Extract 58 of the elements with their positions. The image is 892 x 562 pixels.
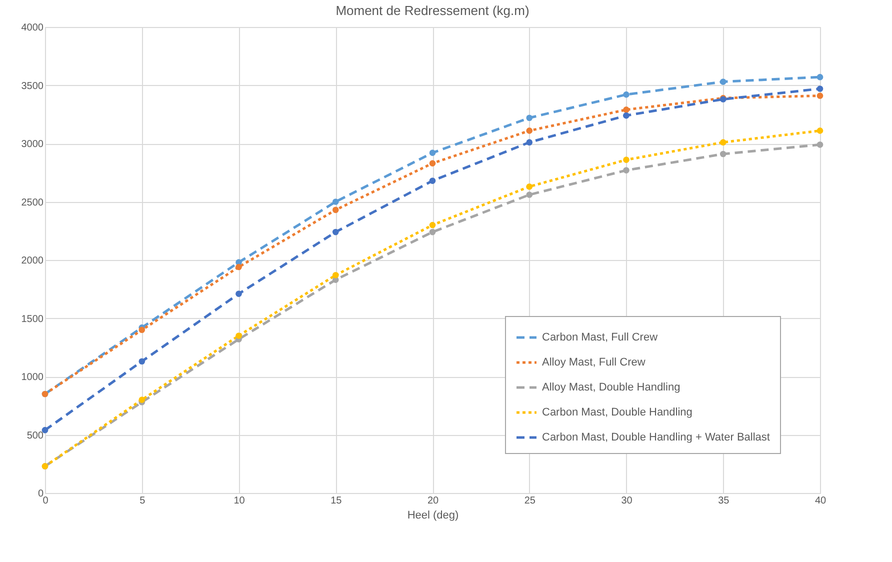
y-tick-label: 3500: [21, 80, 44, 92]
point: [138, 358, 146, 365]
y-tick-label: 500: [26, 430, 44, 442]
point: [816, 128, 824, 134]
point: [138, 396, 146, 403]
point: [526, 192, 533, 198]
point: [720, 78, 726, 85]
point: [236, 290, 242, 297]
point: [429, 160, 436, 166]
point: [332, 198, 339, 205]
point: [429, 178, 436, 184]
legend-label: Carbon Mast, Double Handling: [542, 406, 692, 418]
x-axis-title: Heel (deg): [407, 510, 459, 522]
legend-label: Alloy Mast, Double Handling: [542, 382, 680, 394]
legend-label: Carbon Mast, Full Crew: [542, 332, 658, 344]
point: [332, 228, 339, 236]
point: [816, 86, 824, 92]
y-tick-label: 0: [38, 488, 44, 500]
point: [816, 92, 824, 99]
y-tick-label: 4000: [21, 22, 44, 34]
x-tick-label: 40: [814, 496, 826, 506]
point: [236, 264, 242, 270]
y-tick-label: 3000: [21, 139, 44, 150]
point: [42, 426, 48, 434]
point: [720, 150, 726, 158]
y-tick-label: 2500: [21, 197, 44, 208]
point: [526, 139, 533, 146]
point: [138, 326, 146, 334]
point: [526, 114, 533, 122]
point: [816, 74, 824, 80]
point: [526, 183, 533, 190]
point: [623, 106, 630, 113]
point: [429, 222, 436, 228]
chart-title: Moment de Redressement (kg.m): [336, 3, 530, 18]
point: [429, 228, 436, 236]
y-tick-label: 2000: [21, 256, 44, 266]
point: [236, 332, 242, 339]
point: [623, 91, 630, 98]
x-tick-label: 10: [234, 496, 246, 506]
x-tick-label: 30: [621, 496, 633, 506]
x-tick-label: 15: [330, 496, 342, 506]
point: [526, 128, 533, 134]
legend-label: Carbon Mast, Double Handling + Water Ballast: [542, 432, 770, 444]
point: [332, 272, 339, 278]
point: [816, 142, 824, 148]
x-tick-label: 20: [427, 496, 439, 506]
x-tick-label: 35: [718, 496, 730, 506]
x-tick-label: 5: [140, 496, 146, 506]
point: [623, 167, 630, 174]
point: [720, 139, 726, 146]
point: [623, 112, 630, 119]
x-tick-label: 25: [524, 496, 536, 506]
legend-label: Alloy Mast, Full Crew: [542, 356, 646, 368]
y-tick-label: 1500: [21, 314, 44, 325]
point: [332, 206, 339, 214]
point: [623, 156, 630, 163]
point: [429, 150, 436, 156]
y-tick-label: 1000: [21, 372, 44, 383]
